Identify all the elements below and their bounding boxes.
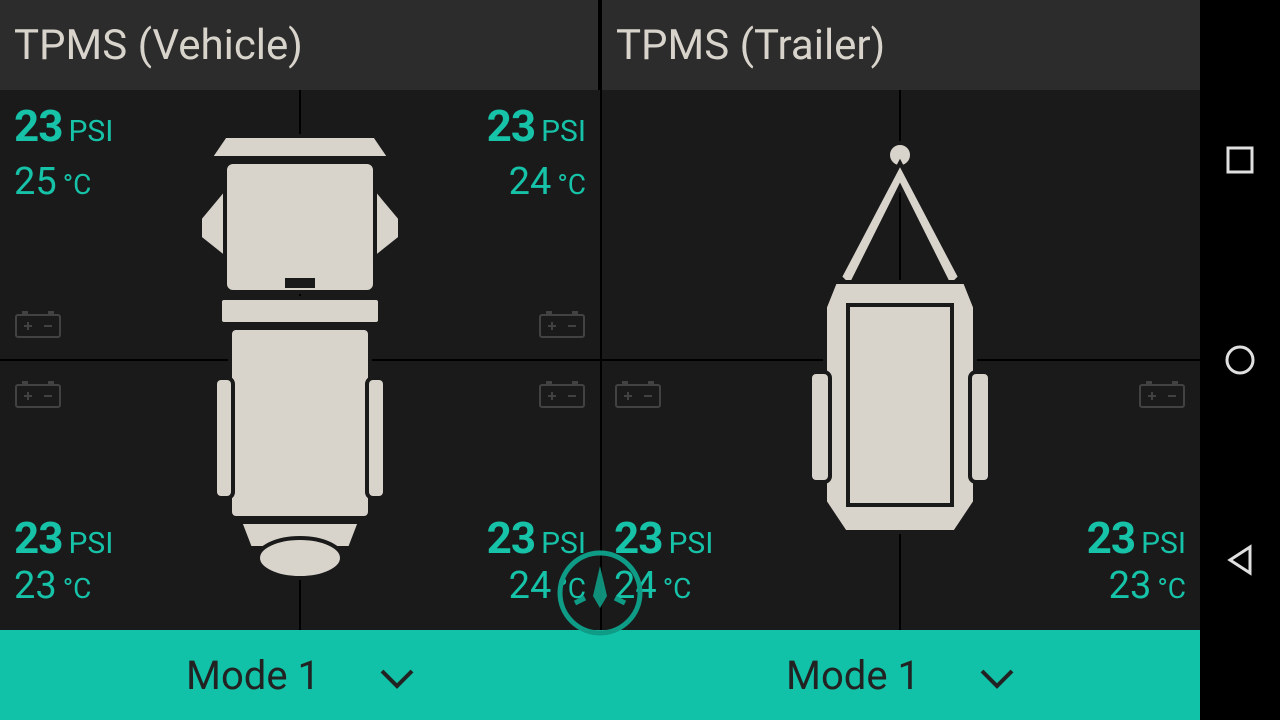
battery-icon	[538, 307, 586, 339]
mode-label: Mode 1	[186, 652, 320, 699]
temp-unit: °C	[557, 572, 586, 605]
temp-unit: °C	[63, 572, 92, 605]
mode-select-trailer[interactable]: Mode 1	[600, 630, 1200, 720]
pressure-unit: PSI	[541, 114, 586, 149]
temp-unit: °C	[663, 572, 692, 605]
tire-cell-vehicle-fl[interactable]: 23PSI 25°C	[0, 90, 300, 360]
pressure-value: 23	[14, 512, 63, 564]
panel-vehicle: TPMS (Vehicle) 23PSI 25°C	[0, 0, 600, 630]
panel-trailer: TPMS (Trailer) -- --	[600, 0, 1200, 630]
tire-cell-trailer-rr[interactable]: 23PSI 23°C	[900, 360, 1200, 630]
temp-unit: °C	[557, 168, 586, 201]
chevron-down-icon	[980, 652, 1014, 699]
tire-cell-vehicle-rr[interactable]: 23PSI 24°C	[300, 360, 600, 630]
overview-square-icon[interactable]	[1220, 140, 1260, 180]
pressure-value: 23	[487, 100, 536, 152]
pressure-unit: PSI	[669, 526, 714, 561]
pressure-unit: PSI	[69, 114, 114, 149]
pressure-value: 23	[487, 512, 536, 564]
android-navbar	[1200, 0, 1280, 720]
main-area: TPMS (Vehicle) 23PSI 25°C	[0, 0, 1200, 720]
battery-icon	[14, 307, 285, 339]
temp-unit: °C	[63, 168, 92, 201]
battery-icon	[538, 377, 586, 409]
pressure-unit: PSI	[69, 526, 114, 561]
tire-cell-trailer-fl: --	[600, 90, 900, 360]
temp-value: 24	[614, 564, 657, 608]
pressure-unit: PSI	[1141, 526, 1186, 561]
panel-divider	[600, 0, 602, 630]
tire-cell-trailer-fr: --	[900, 90, 1200, 360]
pressure-value: 23	[14, 100, 63, 152]
battery-icon	[614, 377, 885, 409]
pressure-value: 23	[1087, 512, 1136, 564]
mode-label: Mode 1	[786, 652, 920, 699]
panel-vehicle-body: 23PSI 25°C 23PSI 24°C	[0, 90, 600, 630]
mode-bar: Mode 1 Mode 1	[0, 630, 1200, 720]
panel-vehicle-title: TPMS (Vehicle)	[0, 0, 600, 90]
home-circle-icon[interactable]	[1220, 340, 1260, 380]
temp-value: 25	[14, 160, 57, 204]
tire-cell-vehicle-fr[interactable]: 23PSI 24°C	[300, 90, 600, 360]
temp-value: 24	[509, 564, 552, 608]
tire-cell-vehicle-rl[interactable]: 23PSI 23°C	[0, 360, 300, 630]
panel-trailer-title: TPMS (Trailer)	[600, 0, 1200, 90]
temp-value: 23	[14, 564, 57, 608]
mode-select-vehicle[interactable]: Mode 1	[0, 630, 600, 720]
temp-value: 23	[1109, 564, 1152, 608]
temp-value: 24	[509, 160, 552, 204]
chevron-down-icon	[380, 652, 414, 699]
battery-icon	[14, 377, 285, 409]
temp-unit: °C	[1157, 572, 1186, 605]
pressure-value: 23	[614, 512, 663, 564]
panel-trailer-body: -- -- 23PSI 24°C	[600, 90, 1200, 630]
tire-cell-trailer-rl[interactable]: 23PSI 24°C	[600, 360, 900, 630]
back-triangle-icon[interactable]	[1220, 540, 1260, 580]
battery-icon	[1138, 377, 1186, 409]
pressure-unit: PSI	[541, 526, 586, 561]
